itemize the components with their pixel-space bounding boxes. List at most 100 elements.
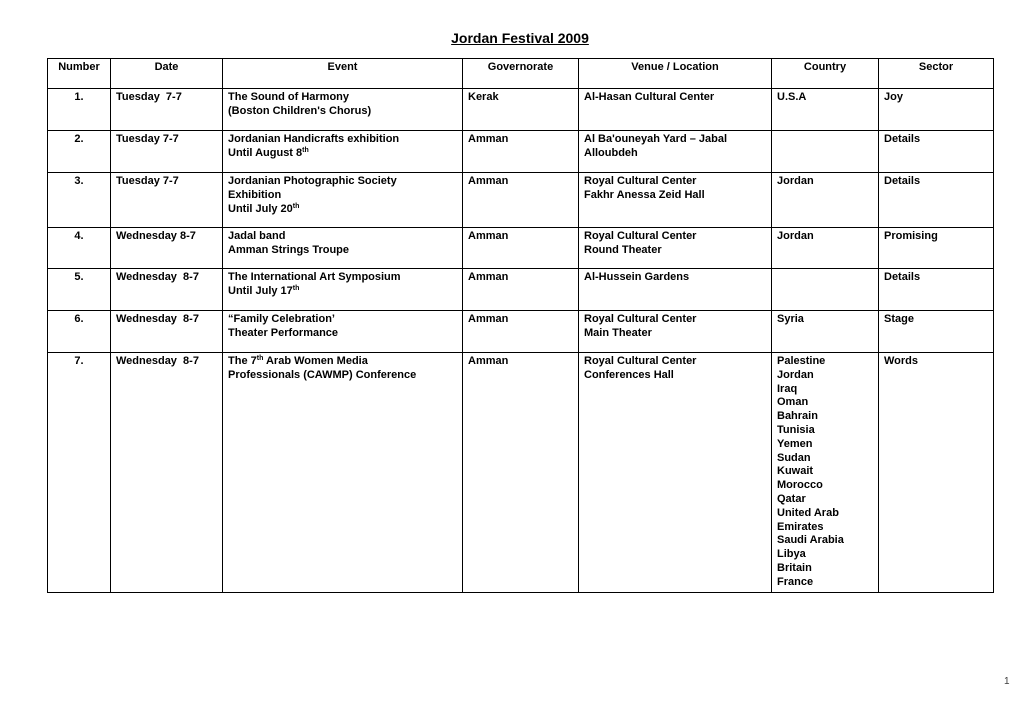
cell-governorate: Amman bbox=[462, 310, 579, 353]
cell-line: Royal Cultural Center bbox=[584, 355, 697, 367]
cell-country: Jordan bbox=[771, 227, 879, 269]
cell-line: Palestine bbox=[777, 355, 826, 367]
cell-line: Main Theater bbox=[584, 326, 652, 339]
table-row: 7. Wednesday 8-7 The 7th Arab Women Medi… bbox=[47, 352, 994, 593]
cell-event: The Sound of Harmony (Boston Children's C… bbox=[222, 88, 463, 131]
cell-line: (Boston Children's Chorus) bbox=[228, 104, 372, 117]
cell-line: “Family Celebration’ bbox=[228, 313, 335, 325]
cell-line: Jordan bbox=[777, 230, 814, 242]
ordinal-superscript: th bbox=[302, 146, 309, 154]
col-header-event: Event bbox=[222, 58, 463, 89]
table-row: 1. Tuesday 7-7 The Sound of Harmony (Bost… bbox=[47, 88, 994, 131]
cell-line: Yemen bbox=[777, 437, 813, 450]
cell-venue: Royal Cultural Center Main Theater bbox=[578, 310, 772, 353]
cell-line: Britain bbox=[777, 561, 812, 574]
cell-country: Syria bbox=[771, 310, 879, 353]
table-row: 6. Wednesday 8-7 “Family Celebration’ The… bbox=[47, 310, 994, 353]
cell-venue: Al Ba'ouneyah Yard – Jabal Alloubdeh bbox=[578, 130, 772, 173]
cell-line: Jadal band bbox=[228, 230, 286, 242]
cell-date: Wednesday 8-7 bbox=[110, 352, 223, 593]
cell-line: Syria bbox=[777, 313, 804, 325]
cell-line: Royal Cultural Center bbox=[584, 230, 697, 242]
cell-governorate: Amman bbox=[462, 268, 579, 311]
cell-line: Alloubdeh bbox=[584, 146, 638, 159]
cell-sector: Joy bbox=[878, 88, 994, 131]
table-header: Number Date Event Governorate Venue / Lo… bbox=[47, 58, 994, 89]
cell-governorate: Amman bbox=[462, 352, 579, 593]
cell-line: Until July 20th bbox=[228, 202, 300, 215]
col-header-date: Date bbox=[110, 58, 223, 89]
cell-event: The 7th Arab Women Media Professionals (C… bbox=[222, 352, 463, 593]
cell-line: Theater Performance bbox=[228, 326, 339, 339]
cell-line: Jordanian Handicrafts exhibition bbox=[228, 133, 400, 145]
cell-line: Jordan bbox=[777, 368, 814, 381]
cell-sector: Words bbox=[878, 352, 994, 593]
cell-line: Kuwait bbox=[777, 465, 814, 478]
cell-line: Al-Hasan Cultural Center bbox=[584, 91, 715, 103]
cell-country: Palestine Jordan Iraq Oman Bahrain Tunisia Yem… bbox=[771, 352, 879, 593]
cell-line: Professionals (CAWMP) Conference bbox=[228, 368, 417, 381]
cell-line: United Arab bbox=[777, 506, 839, 519]
cell-number: 7. bbox=[47, 352, 111, 593]
cell-line: Morocco bbox=[777, 479, 823, 492]
cell-number: 6. bbox=[47, 310, 111, 353]
cell-sector: Details bbox=[878, 268, 994, 311]
page-number: 1 bbox=[1004, 676, 1010, 687]
cell-country bbox=[771, 130, 879, 173]
cell-number: 3. bbox=[47, 172, 111, 228]
cell-line: Exhibition bbox=[228, 188, 282, 201]
cell-venue: Al-Hussein Gardens bbox=[578, 268, 772, 311]
table-row: 5. Wednesday 8-7 The International Art S… bbox=[47, 268, 994, 311]
ordinal-superscript: th bbox=[292, 202, 300, 210]
table-row: 2. Tuesday 7-7 Jordanian Handicrafts exh… bbox=[47, 130, 994, 173]
cell-venue: Royal Cultural Center Conferences Hall bbox=[578, 352, 772, 593]
cell-number: 1. bbox=[47, 88, 111, 131]
cell-line: Iraq bbox=[777, 382, 798, 395]
cell-date: Tuesday 7-7 bbox=[110, 88, 223, 131]
cell-line: Qatar bbox=[777, 492, 806, 505]
cell-date: Tuesday 7-7 bbox=[110, 130, 223, 173]
cell-line: U.S.A bbox=[777, 91, 807, 103]
cell-line: Conferences Hall bbox=[584, 368, 674, 381]
cell-line: Royal Cultural Center bbox=[584, 313, 697, 325]
cell-date: Wednesday 8-7 bbox=[110, 310, 223, 353]
table-row: 3. Tuesday 7-7 Jordanian Photographic So… bbox=[47, 172, 994, 228]
cell-line: Royal Cultural Center bbox=[584, 175, 697, 187]
cell-line: Emirates bbox=[777, 520, 824, 533]
cell-line: Saudi Arabia bbox=[777, 534, 844, 547]
cell-line: Al Ba'ouneyah Yard – Jabal bbox=[584, 133, 728, 145]
festival-table-body: 1. Tuesday 7-7 The Sound of Harmony (Bost… bbox=[47, 88, 994, 593]
cell-date: Wednesday 8-7 bbox=[110, 268, 223, 311]
cell-number: 4. bbox=[47, 227, 111, 269]
cell-line: The International Art Symposium bbox=[228, 271, 401, 283]
cell-line: Amman Strings Troupe bbox=[228, 243, 350, 256]
cell-line: Sudan bbox=[777, 451, 811, 464]
ordinal-superscript: th bbox=[256, 355, 264, 362]
header-row: Number Date Event Governorate Venue / Lo… bbox=[47, 58, 994, 89]
cell-governorate: Amman bbox=[462, 227, 579, 269]
cell-country: Jordan bbox=[771, 172, 879, 228]
cell-line: Fakhr Anessa Zeid Hall bbox=[584, 188, 705, 201]
cell-line: Libya bbox=[777, 548, 806, 561]
cell-event: Jordanian Photographic Society Exhibition… bbox=[222, 172, 463, 228]
cell-line: Al-Hussein Gardens bbox=[584, 271, 690, 283]
cell-line: Jordanian Photographic Society bbox=[228, 175, 397, 187]
cell-line: Tunisia bbox=[777, 423, 815, 436]
cell-line: The 7th Arab Women Media bbox=[228, 355, 368, 367]
cell-governorate: Kerak bbox=[462, 88, 579, 131]
cell-venue: Royal Cultural Center Round Theater bbox=[578, 227, 772, 269]
festival-table: Number Date Event Governorate Venue / Lo… bbox=[47, 58, 994, 593]
cell-event: The International Art Symposium Until Jul… bbox=[222, 268, 463, 311]
cell-line: Until July 17th bbox=[228, 284, 300, 297]
col-header-number: Number bbox=[47, 58, 111, 89]
col-header-venue-location: Venue / Location bbox=[578, 58, 772, 89]
cell-line: Until August 8th bbox=[228, 146, 309, 159]
cell-event: Jadal band Amman Strings Troupe bbox=[222, 227, 463, 269]
cell-venue: Al-Hasan Cultural Center bbox=[578, 88, 772, 131]
cell-governorate: Amman bbox=[462, 130, 579, 173]
ordinal-superscript: th bbox=[292, 284, 300, 292]
cell-event: “Family Celebration’ Theater Performance bbox=[222, 310, 463, 353]
cell-line: Bahrain bbox=[777, 410, 818, 423]
cell-sector: Details bbox=[878, 130, 994, 173]
col-header-governorate: Governorate bbox=[462, 58, 579, 89]
